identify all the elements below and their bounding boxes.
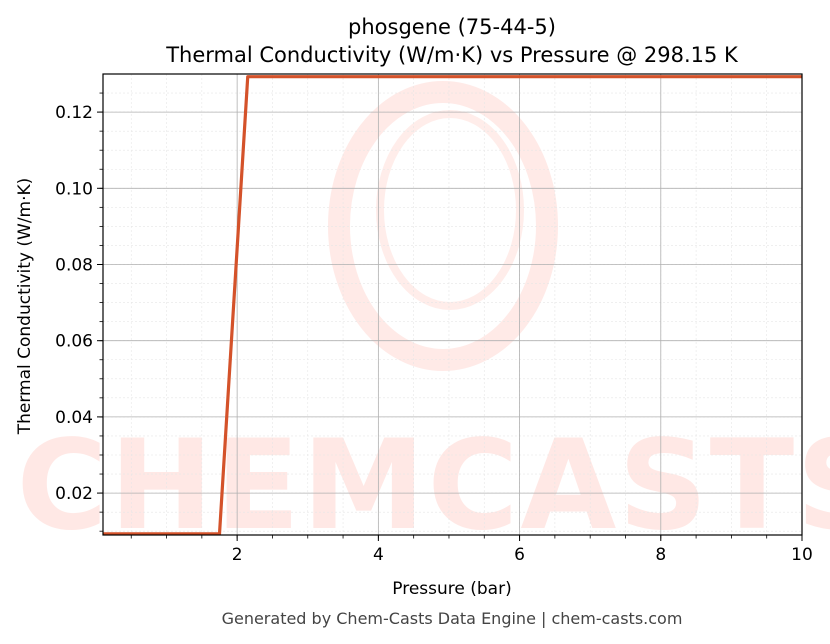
y-tick-label: 0.10 [55, 179, 93, 199]
chart-title-line2: Thermal Conductivity (W/m·K) vs Pressure… [165, 43, 739, 67]
series-layer [103, 75, 802, 536]
plot-frame [102, 73, 803, 536]
series-line [103, 75, 802, 536]
y-tick-label: 0.02 [55, 484, 93, 504]
x-tick-label: 2 [232, 545, 243, 565]
y-tick-label: 0.06 [55, 332, 93, 352]
x-tick-label: 6 [514, 545, 525, 565]
y-tick-label: 0.04 [55, 408, 93, 428]
major-grid [103, 74, 803, 535]
chart-title-line1: phosgene (75-44-5) [348, 15, 556, 39]
watermark-swirl-icon [328, 81, 558, 371]
x-tick-label: 4 [373, 545, 384, 565]
y-axis-label: Thermal Conductivity (W/m·K) [15, 178, 35, 436]
x-axis-label: Pressure (bar) [392, 579, 511, 599]
x-tick-label: 8 [655, 545, 666, 565]
y-tick-label: 0.08 [55, 255, 93, 275]
y-axis-ticks: 0.02 0.04 0.06 0.08 0.10 0.12 [55, 92, 103, 532]
footer-credit: Generated by Chem-Casts Data Engine | ch… [222, 609, 683, 628]
watermark-text: CHEMCASTS [16, 414, 830, 558]
y-tick-label: 0.12 [55, 103, 93, 123]
x-axis-ticks: 2 4 6 8 10 [130, 535, 813, 565]
x-tick-label: 10 [791, 545, 813, 565]
watermark: CHEMCASTS [16, 81, 830, 558]
